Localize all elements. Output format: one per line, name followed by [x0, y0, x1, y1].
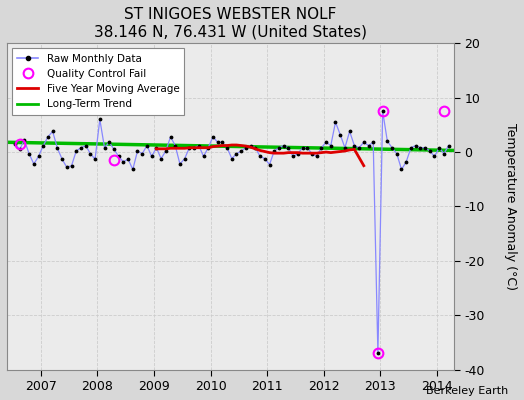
Legend: Raw Monthly Data, Quality Control Fail, Five Year Moving Average, Long-Term Tren: Raw Monthly Data, Quality Control Fail, … — [12, 48, 184, 114]
Y-axis label: Temperature Anomaly (°C): Temperature Anomaly (°C) — [504, 123, 517, 290]
Title: ST INIGOES WEBSTER NOLF
38.146 N, 76.431 W (United States): ST INIGOES WEBSTER NOLF 38.146 N, 76.431… — [94, 7, 367, 39]
Text: Berkeley Earth: Berkeley Earth — [426, 386, 508, 396]
